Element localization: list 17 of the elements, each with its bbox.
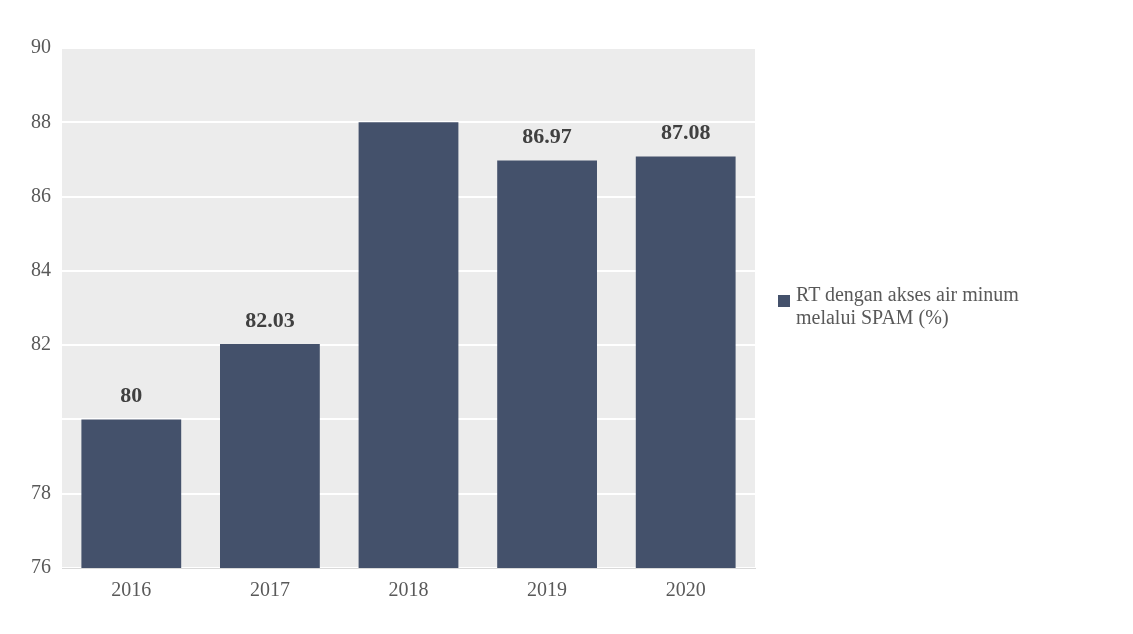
- data-label: 87.08: [660, 119, 711, 145]
- y-tick-label: 84: [31, 258, 51, 281]
- legend-label: RT dengan akses air minum melalui SPAM (%): [796, 283, 1020, 329]
- x-tick-label: 2017: [249, 578, 290, 601]
- data-label: 80: [120, 382, 143, 408]
- y-tick-label: 82: [31, 332, 51, 355]
- y-tick-label: 88: [31, 109, 51, 132]
- x-tick-label: 2020: [665, 578, 706, 601]
- y-tick-label: 76: [31, 555, 51, 578]
- y-tick-label: 86: [31, 183, 51, 206]
- y-tick-label: 90: [31, 35, 51, 58]
- data-label: 82.03: [245, 306, 295, 332]
- y-tick-label: 78: [31, 480, 51, 503]
- data-label: 86.97: [522, 123, 572, 149]
- x-tick-label: 2019: [527, 578, 568, 601]
- x-tick-label: 2016: [111, 578, 152, 601]
- x-tick-label: 2018: [388, 578, 429, 601]
